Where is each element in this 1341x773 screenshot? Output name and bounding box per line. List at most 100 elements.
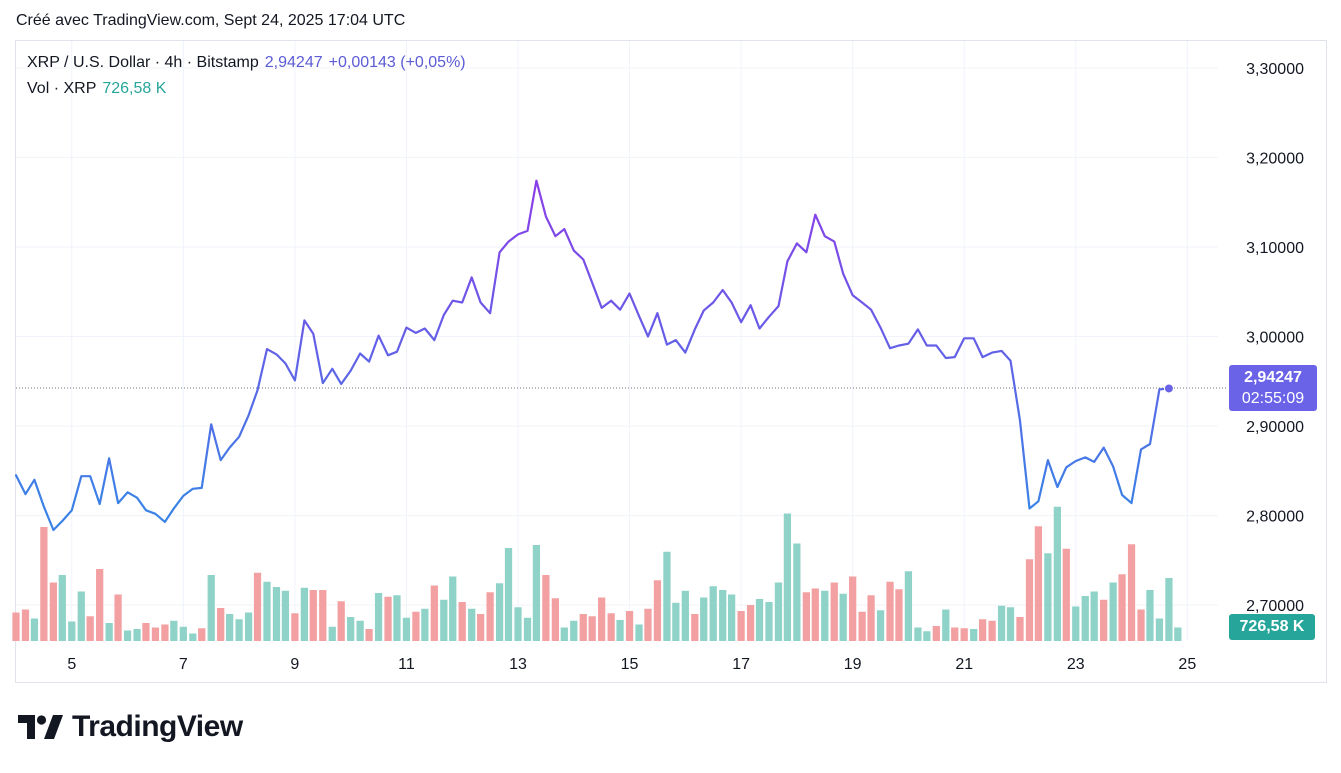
volume-bar — [309, 590, 317, 641]
volume-bar — [468, 608, 476, 641]
volume-bar — [40, 527, 48, 641]
volume-bar — [449, 576, 457, 641]
volume-bar — [709, 586, 717, 641]
volume-bar — [523, 617, 532, 641]
bar-countdown: 02:55:09 — [1241, 390, 1305, 407]
x-tick-label: 25 — [1178, 656, 1196, 673]
volume-bar — [839, 593, 847, 641]
volume-bar — [114, 594, 122, 641]
volume-bar — [189, 633, 197, 641]
volume-bar — [328, 626, 336, 641]
volume-bar — [681, 590, 689, 641]
last-price-dot — [1163, 383, 1174, 394]
volume-bar — [179, 626, 187, 641]
volume-bar — [588, 616, 596, 641]
volume-bar — [384, 596, 392, 641]
volume-bar — [700, 597, 708, 641]
volume-bar — [923, 631, 931, 641]
volume-bar — [374, 593, 383, 641]
y-tick-label: 3,00000 — [1246, 330, 1304, 347]
volume-bar — [319, 590, 327, 641]
volume-bar — [207, 575, 215, 641]
legend-change: +0,00143 (+0,05%) — [328, 54, 466, 71]
volume-bar — [495, 583, 504, 641]
volume-bar — [58, 575, 66, 641]
volume-bar — [719, 590, 727, 641]
volume-bar — [811, 588, 819, 641]
legend-price: 2,94247 — [264, 54, 323, 71]
volume-bar — [161, 624, 169, 641]
volume-bar — [607, 613, 615, 641]
volume-bar — [253, 572, 262, 641]
volume-bar — [1090, 591, 1098, 641]
volume-bar — [412, 611, 420, 641]
legend-main: XRP / U.S. Dollar · 4h · Bitstamp 2,94247… — [27, 54, 466, 72]
volume-bar — [886, 581, 894, 641]
x-axis: 5 7 9 11 13 15 17 19 21 23 25 — [67, 656, 1196, 673]
volume-bar — [402, 617, 411, 641]
volume-bar — [68, 621, 76, 641]
y-tick-label: 3,30000 — [1246, 61, 1304, 78]
volume-bar — [244, 612, 253, 641]
volume-bar — [644, 608, 652, 641]
last-price-value: 2,94247 — [1244, 369, 1302, 386]
volume-bar — [821, 590, 829, 641]
tradingview-brand: TradingView — [18, 710, 243, 744]
volume-bar — [635, 624, 643, 641]
volume-bar — [170, 620, 178, 641]
volume-bar — [96, 569, 104, 641]
volume-bar — [942, 609, 950, 641]
volume-bar — [476, 614, 485, 641]
volume-bar — [765, 602, 773, 641]
volume-bar — [978, 619, 987, 641]
volume-bar — [570, 620, 578, 641]
volume-bar — [281, 590, 290, 641]
volume-bar — [105, 623, 113, 641]
volume-bar — [77, 591, 85, 641]
volume-bar — [440, 599, 448, 641]
volume-bar — [532, 545, 541, 641]
volume-bar — [951, 627, 959, 641]
volume-bar — [849, 576, 857, 641]
x-tick-label: 15 — [621, 656, 639, 673]
volume-bar — [1025, 559, 1034, 641]
volume-bar — [1053, 506, 1061, 641]
y-tick-label: 2,80000 — [1246, 509, 1304, 526]
x-tick-label: 17 — [732, 656, 750, 673]
volume-bar — [1118, 574, 1126, 641]
volume-bar — [30, 618, 39, 641]
volume-bar — [932, 626, 940, 641]
volume-bar — [672, 602, 680, 641]
volume-bar — [579, 614, 587, 641]
volume-bars — [12, 506, 1182, 641]
volume-bar — [1127, 544, 1136, 641]
volume-bar — [616, 620, 624, 641]
volume-bar — [347, 617, 355, 641]
volume-bar — [356, 620, 364, 641]
volume-bar — [625, 611, 634, 641]
volume-bar — [514, 607, 522, 641]
tradingview-logo-icon — [18, 715, 63, 739]
volume-bar — [663, 551, 671, 641]
volume-bar — [217, 608, 225, 641]
x-tick-label: 13 — [509, 656, 527, 673]
volume-bar — [300, 587, 308, 641]
volume-bar — [970, 629, 978, 641]
volume-bar — [486, 592, 494, 641]
volume-bar — [560, 627, 568, 641]
volume-bar — [1155, 618, 1164, 641]
x-tick-label: 19 — [844, 656, 862, 673]
legend-volume: Vol · XRP 726,58 K — [27, 80, 166, 98]
volume-bar — [393, 595, 401, 641]
volume-bar — [430, 585, 438, 641]
volume-bar — [291, 613, 299, 641]
volume-bar — [1006, 607, 1015, 641]
volume-bar — [1081, 596, 1089, 641]
volume-bar — [746, 605, 755, 641]
volume-bar — [1174, 627, 1182, 641]
volume-bar — [49, 582, 57, 641]
volume-bar — [458, 602, 466, 641]
volume-bar — [774, 582, 783, 641]
volume-bar — [151, 627, 160, 641]
